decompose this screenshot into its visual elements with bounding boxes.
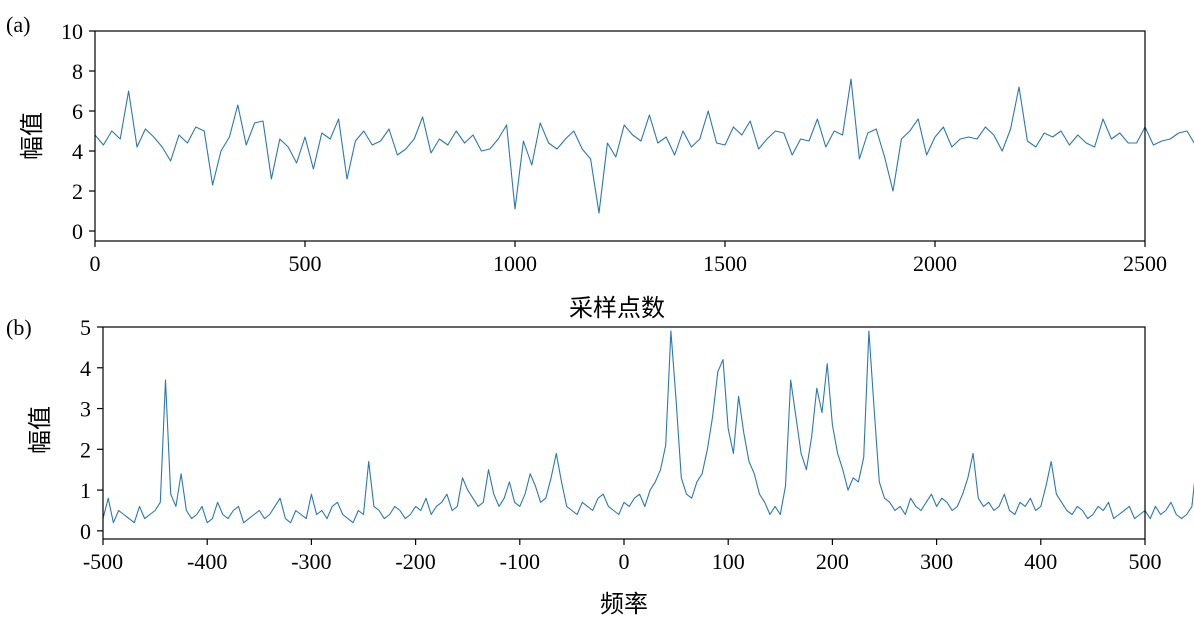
panel-b-label: (b) (6, 315, 32, 340)
x-tick-label: 2000 (913, 251, 957, 276)
y-tick-label: 0 (80, 519, 91, 544)
x-tick-label: 500 (1129, 549, 1162, 574)
y-tick-label: 5 (80, 315, 91, 340)
panel-a-ylabel: 幅值 (18, 112, 46, 160)
panel-b-series-line (102, 330, 1194, 524)
x-tick-label: -400 (187, 549, 227, 574)
y-tick-label: 1 (80, 478, 91, 503)
panel-b: (b) -500 -400 -300 -200 -100 0 100 200 300 400 500… (6, 315, 1194, 618)
panel-a-frame (94, 30, 1146, 242)
y-tick-label: 10 (61, 19, 83, 44)
y-tick-label: 3 (80, 397, 91, 422)
x-tick-label: -500 (83, 549, 123, 574)
y-tick-label: 6 (72, 99, 83, 124)
y-tick-label: 8 (72, 59, 83, 84)
x-tick-label: 0 (90, 251, 101, 276)
x-tick-label: 500 (289, 251, 322, 276)
x-tick-label: 1000 (493, 251, 537, 276)
panel-b-xlabel: 频率 (600, 590, 648, 618)
y-tick-label: 2 (80, 437, 91, 462)
x-tick-label: 0 (619, 549, 630, 574)
y-tick-label: 4 (72, 139, 83, 164)
panel-a-ticks: 0 500 1000 1500 2000 2500 0 2 4 6 8 10 (61, 19, 1167, 276)
panel-b-ticks: -500 -400 -300 -200 -100 0 100 200 300 400 500 0 1 2 3… (80, 315, 1162, 574)
x-tick-label: 2500 (1123, 251, 1167, 276)
panel-a-xlabel: 采样点数 (569, 294, 665, 322)
x-tick-label: 100 (712, 549, 745, 574)
y-tick-label: 2 (72, 179, 83, 204)
x-tick-label: -100 (500, 549, 540, 574)
panel-b-ylabel: 幅值 (26, 406, 54, 454)
panel-b-frame (102, 326, 1146, 540)
x-tick-label: 200 (816, 549, 849, 574)
y-tick-label: 0 (72, 219, 83, 244)
x-tick-label: 300 (920, 549, 953, 574)
x-tick-label: -300 (291, 549, 331, 574)
x-tick-label: 400 (1024, 549, 1057, 574)
panel-a-series-line (94, 78, 1194, 214)
x-tick-label: 1500 (703, 251, 747, 276)
panel-a-label: (a) (6, 12, 30, 37)
x-tick-label: -200 (395, 549, 435, 574)
panel-a: (a) 0 500 1000 1500 2000 2500 0 2 4 6 8 10 采样点数 幅值 (6, 12, 1194, 322)
y-tick-label: 4 (80, 356, 91, 381)
